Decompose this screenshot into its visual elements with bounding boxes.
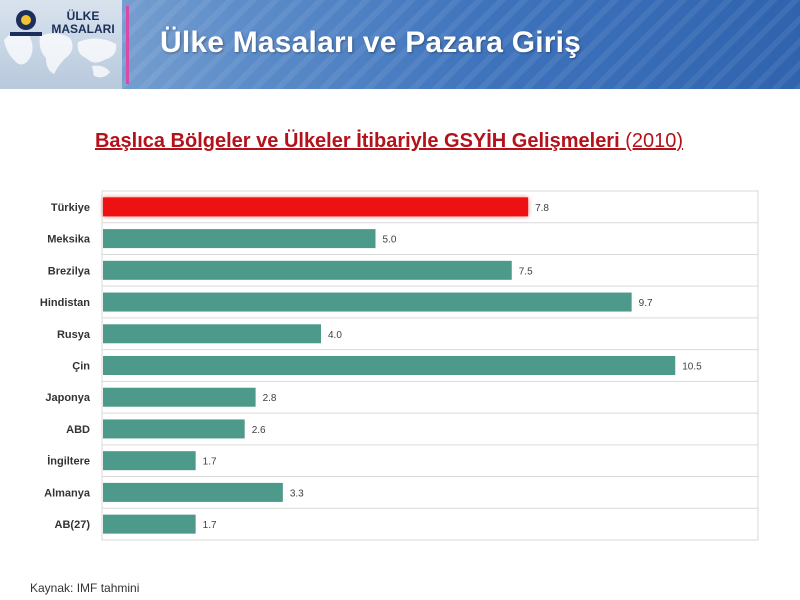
category-label: AB(27) (55, 519, 91, 531)
category-label: Brezilya (48, 265, 91, 277)
chart-title-main: Başlıca Bölgeler ve Ülkeler İtibariyle G… (94, 130, 620, 152)
bar (103, 451, 196, 471)
header-banner: ÜLKE MASALARI Ülke Masaları ve Pazara Gi… (0, 0, 800, 89)
category-label: Japonya (45, 392, 91, 404)
bar (103, 514, 196, 534)
chart-title: Başlıca Bölgeler ve Ülkeler İtibariyle G… (0, 130, 778, 153)
page-title: Ülke Masaları ve Pazara Giriş (160, 26, 582, 59)
category-label: İngiltere (47, 455, 90, 468)
category-label: Rusya (57, 329, 91, 341)
data-label: 10.5 (682, 362, 702, 373)
data-label: 3.3 (290, 488, 304, 499)
data-label: 2.8 (263, 393, 277, 404)
data-label: 1.7 (203, 457, 217, 468)
bar (103, 482, 283, 502)
bar (103, 324, 321, 344)
category-label: Çin (72, 361, 90, 373)
data-label: 9.7 (639, 298, 653, 309)
banner-divider (126, 6, 129, 84)
chart-title-year: (2010) (625, 130, 684, 152)
category-label: Meksika (47, 234, 91, 246)
logo-area: ÜLKE MASALARI (0, 0, 122, 89)
data-label: 5.0 (383, 235, 397, 246)
bar (103, 387, 256, 407)
bar (103, 356, 676, 375)
data-label: 2.6 (252, 425, 266, 436)
source-note: Kaynak: IMF tahmini (30, 581, 140, 595)
data-label: 7.8 (535, 203, 549, 214)
bar (103, 229, 376, 249)
logo-icon (10, 10, 42, 36)
bar (103, 292, 632, 312)
logo-text: ÜLKE MASALARI (48, 10, 118, 36)
logo-text-line1: ÜLKE (66, 9, 100, 23)
category-label: Türkiye (51, 202, 90, 214)
data-label: 7.5 (519, 266, 533, 277)
data-label: 4.0 (328, 330, 342, 341)
category-label: Hindistan (40, 297, 90, 309)
category-label: ABD (66, 424, 90, 436)
bar (103, 419, 245, 439)
bar-highlight (103, 197, 529, 217)
banner-pattern (0, 0, 800, 89)
data-label: 1.7 (203, 520, 217, 531)
category-label: Almanya (44, 487, 91, 499)
bar (103, 260, 512, 280)
world-map-icon (4, 32, 117, 78)
logo-text-line2: MASALARI (51, 22, 115, 36)
